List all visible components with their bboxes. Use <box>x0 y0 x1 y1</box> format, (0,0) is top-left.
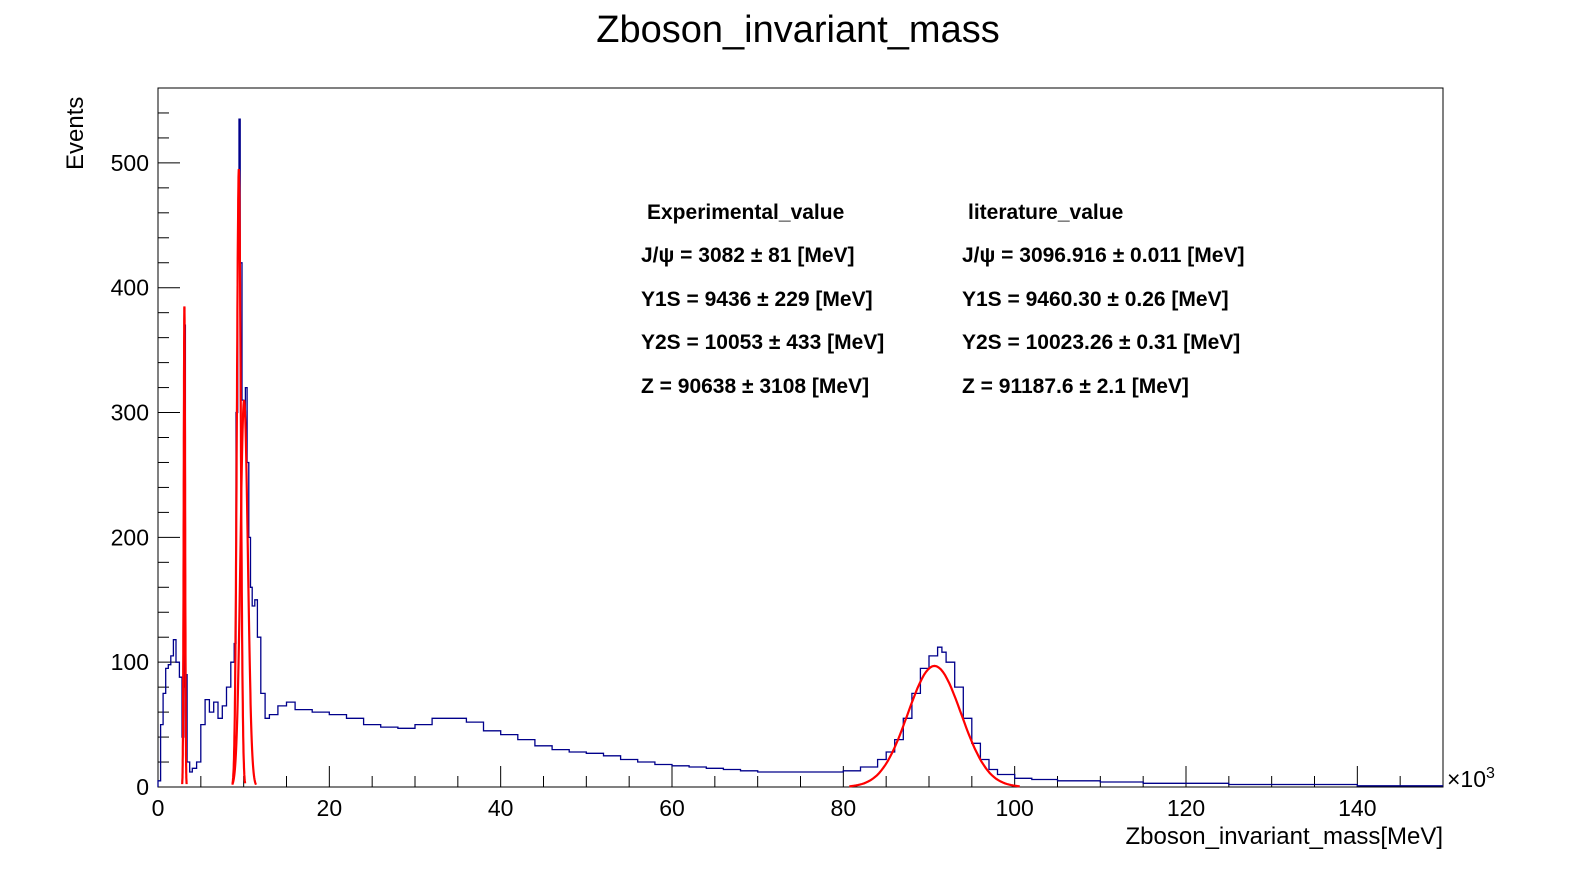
x-multiplier: ×103 <box>1447 765 1495 792</box>
literature-jpsi: J/ψ = 3096.916 ± 0.011 [MeV] <box>962 244 1244 267</box>
y-tick-label: 500 <box>111 150 149 176</box>
fit-curve-y2s <box>231 399 258 786</box>
x-tick-label: 60 <box>659 795 685 821</box>
x-axis-ticks: 0 20 40 60 80 100 120 140 <box>152 766 1444 821</box>
x-multiplier-exponent: 3 <box>1486 765 1495 782</box>
fit-curves <box>181 168 1020 788</box>
plot-frame <box>157 87 1444 788</box>
y-axis-ticks: 0 100 200 300 400 500 <box>111 87 180 800</box>
experimental-z: Z = 90638 ± 3108 [MeV] <box>641 375 869 398</box>
experimental-header: Experimental_value <box>647 201 844 224</box>
x-tick-label: 40 <box>488 795 514 821</box>
chart-title: Zboson_invariant_mass <box>596 9 999 51</box>
y-axis-label: Events <box>62 97 89 170</box>
y-tick-label: 300 <box>111 400 149 426</box>
x-tick-label: 120 <box>1167 795 1205 821</box>
x-multiplier-base: ×10 <box>1447 766 1486 792</box>
x-tick-label: 140 <box>1338 795 1376 821</box>
y-tick-label: 100 <box>111 649 149 675</box>
histogram-line <box>157 118 1443 787</box>
y-tick-label: 0 <box>136 774 149 800</box>
experimental-y1s: Y1S = 9436 ± 229 [MeV] <box>641 288 873 311</box>
experimental-y2s: Y2S = 10053 ± 433 [MeV] <box>641 331 884 354</box>
fit-curve-y1s <box>231 168 247 784</box>
fit-curve-z <box>849 664 1020 788</box>
literature-y1s: Y1S = 9460.30 ± 0.26 [MeV] <box>962 288 1229 311</box>
results-annotation: Experimental_value literature_value J/ψ … <box>641 201 1244 398</box>
fit-curve-jpsi <box>181 306 188 785</box>
y-tick-label: 400 <box>111 275 149 301</box>
literature-z: Z = 91187.6 ± 2.1 [MeV] <box>962 375 1189 398</box>
literature-header: literature_value <box>968 201 1123 224</box>
literature-y2s: Y2S = 10023.26 ± 0.31 [MeV] <box>962 331 1240 354</box>
x-tick-label: 20 <box>317 795 343 821</box>
x-tick-label: 100 <box>995 795 1033 821</box>
x-tick-label: 0 <box>152 795 165 821</box>
y-tick-label: 200 <box>111 524 149 550</box>
x-tick-label: 80 <box>831 795 857 821</box>
experimental-jpsi: J/ψ = 3082 ± 81 [MeV] <box>641 244 855 267</box>
x-axis-label: Zboson_invariant_mass[MeV] <box>1126 823 1443 850</box>
